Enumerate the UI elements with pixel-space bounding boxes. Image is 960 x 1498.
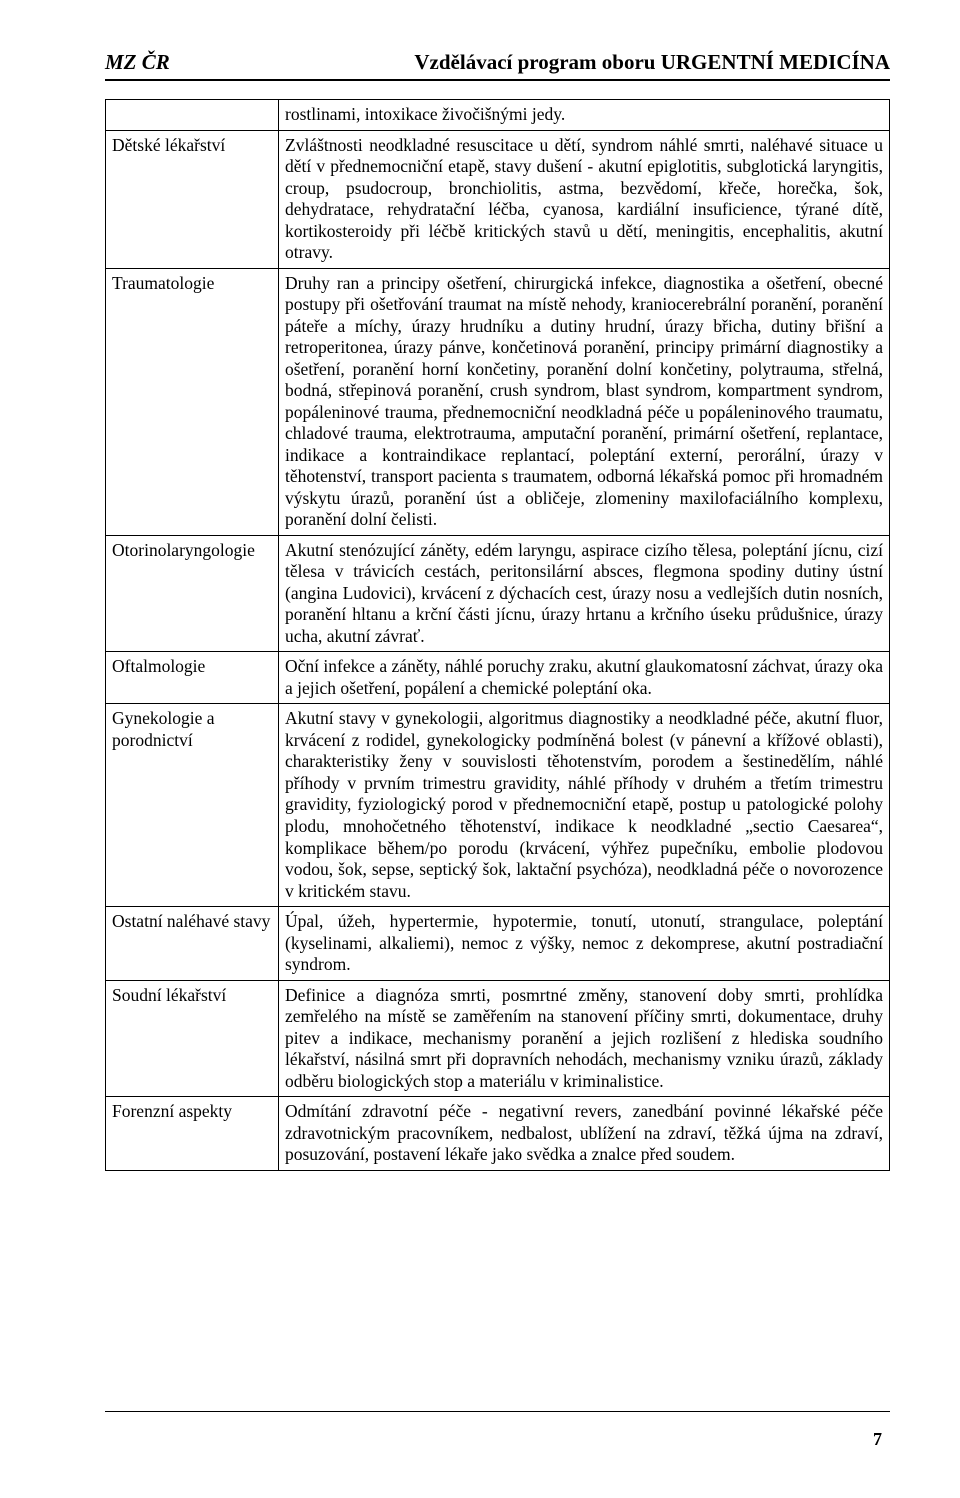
footer-rule	[105, 1411, 890, 1412]
row-body: Akutní stenózující záněty, edém laryngu,…	[279, 535, 890, 652]
header-right: Vzdělávací program oboru URGENTNÍ MEDICÍ…	[414, 50, 890, 75]
row-body: Definice a diagnóza smrti, posmrtné změn…	[279, 980, 890, 1097]
table-row: Forenzní aspekty Odmítání zdravotní péče…	[106, 1097, 890, 1171]
row-label: Ostatní naléhavé stavy	[106, 907, 279, 981]
table-row: Dětské lékařství Zvláštnosti neodkladné …	[106, 130, 890, 268]
page-header: MZ ČR Vzdělávací program oboru URGENTNÍ …	[105, 50, 890, 75]
table-row: rostlinami, intoxikace živočišnými jedy.	[106, 100, 890, 131]
content-table-body: rostlinami, intoxikace živočišnými jedy.…	[106, 100, 890, 1171]
header-rule	[105, 79, 890, 81]
table-row: Ostatní naléhavé stavy Úpal, úžeh, hyper…	[106, 907, 890, 981]
row-body: Oční infekce a záněty, náhlé poruchy zra…	[279, 652, 890, 704]
row-label: Dětské lékařství	[106, 130, 279, 268]
row-body: rostlinami, intoxikace živočišnými jedy.	[279, 100, 890, 131]
row-label: Soudní lékařství	[106, 980, 279, 1097]
table-row: Oftalmologie Oční infekce a záněty, náhl…	[106, 652, 890, 704]
header-left: MZ ČR	[105, 50, 170, 75]
table-row: Traumatologie Druhy ran a principy ošetř…	[106, 268, 890, 535]
row-label: Traumatologie	[106, 268, 279, 535]
row-label: Forenzní aspekty	[106, 1097, 279, 1171]
row-label: Oftalmologie	[106, 652, 279, 704]
page-number: 7	[873, 1429, 882, 1450]
row-body: Zvláštnosti neodkladné resuscitace u dět…	[279, 130, 890, 268]
content-table: rostlinami, intoxikace živočišnými jedy.…	[105, 99, 890, 1171]
row-label: Gynekologie a porodnictví	[106, 704, 279, 907]
row-label: Otorinolaryngologie	[106, 535, 279, 652]
table-row: Otorinolaryngologie Akutní stenózující z…	[106, 535, 890, 652]
row-body: Úpal, úžeh, hypertermie, hypotermie, ton…	[279, 907, 890, 981]
table-row: Soudní lékařství Definice a diagnóza smr…	[106, 980, 890, 1097]
row-body: Akutní stavy v gynekologii, algoritmus d…	[279, 704, 890, 907]
row-label	[106, 100, 279, 131]
row-body: Odmítání zdravotní péče - negativní reve…	[279, 1097, 890, 1171]
table-row: Gynekologie a porodnictví Akutní stavy v…	[106, 704, 890, 907]
row-body: Druhy ran a principy ošetření, chirurgic…	[279, 268, 890, 535]
